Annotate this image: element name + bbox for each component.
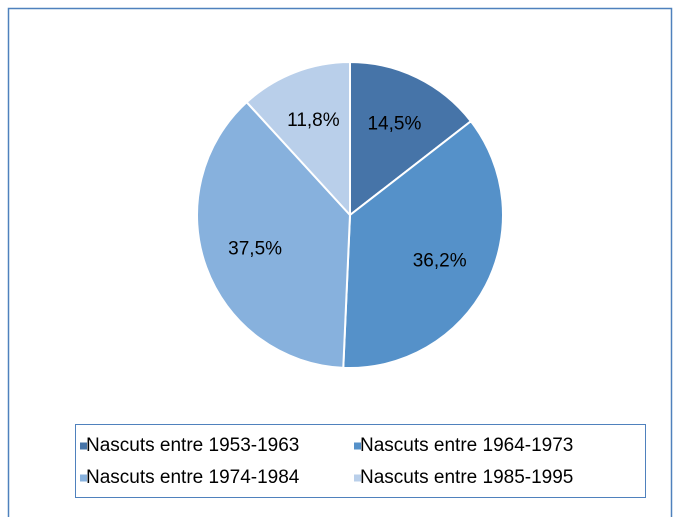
legend-swatch — [80, 442, 87, 450]
data-label: 36,2% — [413, 250, 467, 271]
data-label: 11,8% — [287, 110, 340, 131]
legend-label: Nascuts entre 1953-1963 — [86, 435, 299, 456]
data-label: 37,5% — [228, 239, 282, 260]
legend-swatch — [80, 474, 87, 482]
legend-label: Nascuts entre 1964-1973 — [360, 435, 573, 456]
legend-swatch — [354, 442, 361, 450]
legend-label: Nascuts entre 1974-1984 — [86, 467, 300, 488]
data-label: 14,5% — [367, 113, 421, 134]
pie-slice — [245, 60, 351, 218]
pie-slice — [342, 119, 504, 369]
legend-label: Nascuts entre 1985-1995 — [360, 467, 573, 488]
pie-slice — [196, 100, 352, 369]
legend-box — [75, 424, 646, 498]
legend-swatch — [354, 474, 361, 482]
pie-slice — [349, 60, 473, 218]
